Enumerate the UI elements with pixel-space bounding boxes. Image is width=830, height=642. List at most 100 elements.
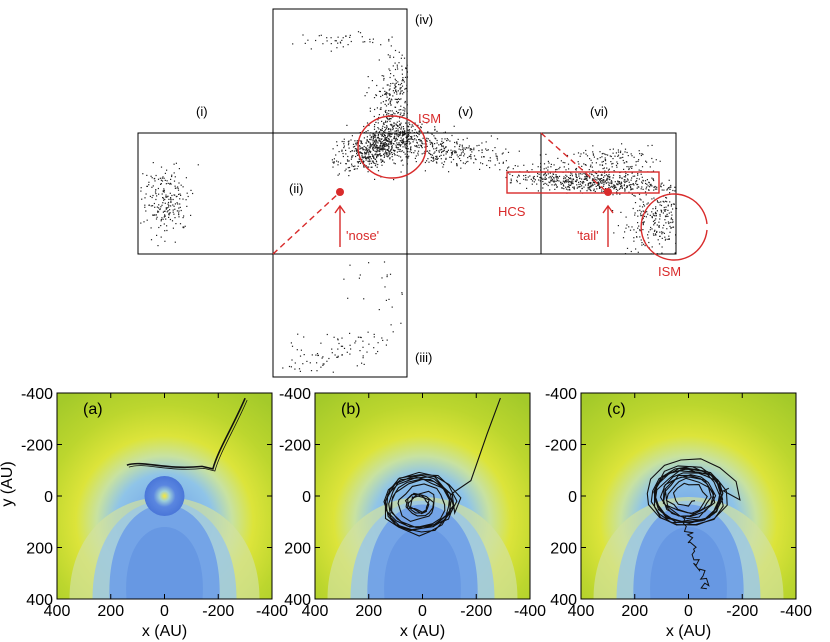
particle-dot: [625, 172, 627, 174]
particle-dot: [441, 148, 443, 150]
particle-dot: [599, 179, 601, 181]
particle-dot: [581, 178, 583, 180]
particle-dot: [420, 145, 423, 148]
particle-dot: [416, 141, 418, 143]
particle-dot: [458, 145, 461, 148]
x-tick-label: 0: [684, 603, 693, 620]
particle-dot: [157, 187, 159, 190]
particle-dot: [355, 149, 357, 151]
particle-dot: [180, 209, 182, 212]
particle-dot: [432, 158, 435, 160]
particle-dot: [356, 142, 358, 144]
face-iii: [272, 253, 408, 378]
particle-dot: [473, 162, 475, 164]
particle-dot: [436, 156, 438, 158]
particle-dot: [408, 141, 410, 143]
particle-dot: [462, 149, 464, 151]
particle-dot: [670, 203, 673, 206]
particle-dot: [154, 191, 157, 193]
particle-dot: [390, 73, 392, 75]
particle-dot: [161, 177, 163, 179]
particle-dot: [148, 204, 150, 206]
particle-dot: [397, 98, 400, 100]
particle-dot: [456, 143, 458, 145]
particle-dot: [170, 183, 172, 185]
y-tick-label: 200: [284, 541, 311, 558]
particle-dot: [172, 198, 174, 201]
particle-dot: [632, 188, 634, 190]
particle-dot: [422, 137, 424, 139]
particle-dot: [586, 190, 588, 192]
particle-dot: [178, 193, 180, 195]
particle-dot: [531, 180, 534, 182]
particle-dot: [164, 202, 166, 204]
particle-dot: [456, 164, 458, 166]
particle-dot: [667, 187, 670, 189]
particle-dot: [670, 186, 672, 188]
particle-dot: [362, 340, 364, 342]
cube-diagram: (i) (ii) (iii) (iv) (v) (vi) ISM ISM HCS…: [137, 8, 708, 378]
particle-dot: [382, 339, 384, 341]
particle-dot: [436, 155, 438, 157]
particle-dot: [558, 180, 560, 182]
particle-dot: [516, 179, 518, 181]
particle-dot: [163, 210, 165, 212]
particle-dot: [361, 156, 363, 158]
particle-dot: [160, 166, 163, 168]
tail-direction-line: [540, 132, 609, 194]
particle-dot: [404, 133, 406, 135]
particle-dot: [385, 344, 387, 346]
particle-dot: [431, 145, 434, 147]
particle-dot: [663, 209, 665, 211]
particle-dot: [152, 194, 154, 197]
particle-dot: [651, 157, 653, 160]
particle-dot: [163, 189, 165, 191]
particle-dot: [389, 120, 391, 122]
particle-dot: [337, 164, 339, 166]
particle-dot: [390, 100, 392, 102]
particle-dot: [378, 154, 380, 156]
particle-dot: [391, 133, 393, 135]
x-axis-label: x (AU): [400, 623, 445, 640]
particle-dot: [400, 322, 402, 324]
particle-dot: [374, 158, 376, 160]
particle-dot: [426, 122, 428, 124]
particle-dot: [385, 137, 387, 139]
particle-dot: [481, 151, 483, 154]
particle-dot: [604, 157, 606, 159]
particle-dot: [382, 133, 384, 135]
particle-dot: [396, 98, 398, 100]
particle-dot: [388, 131, 390, 133]
particle-dot: [389, 93, 391, 95]
particle-dot: [565, 169, 567, 171]
particle-dot: [434, 137, 436, 139]
particle-dot: [360, 147, 362, 150]
particle-dot: [395, 110, 398, 112]
particle-dot: [348, 142, 350, 144]
particle-dot: [661, 231, 663, 233]
particle-dot: [591, 183, 593, 185]
particle-dot: [388, 93, 390, 95]
particle-dot: [654, 229, 656, 231]
face-label-vi: (vi): [590, 104, 608, 119]
particle-dot: [167, 182, 169, 184]
particle-dot: [560, 183, 562, 185]
particle-dot: [362, 149, 364, 151]
particle-dot: [402, 142, 404, 144]
particle-dot: [369, 38, 371, 40]
particle-dot: [374, 147, 376, 149]
particle-dot: [426, 140, 428, 142]
particle-dot: [392, 331, 394, 333]
particle-dot: [161, 204, 163, 206]
particle-dot: [601, 161, 603, 163]
particle-dot: [454, 146, 456, 148]
particle-dot: [454, 141, 456, 144]
particle-dot: [553, 184, 555, 186]
particle-dot: [476, 145, 478, 147]
particle-dot: [357, 161, 360, 163]
particle-dot: [399, 134, 401, 136]
particle-dot: [379, 138, 381, 140]
particle-dot: [386, 92, 388, 94]
particle-dot: [178, 216, 180, 218]
particle-dot: [468, 155, 470, 157]
